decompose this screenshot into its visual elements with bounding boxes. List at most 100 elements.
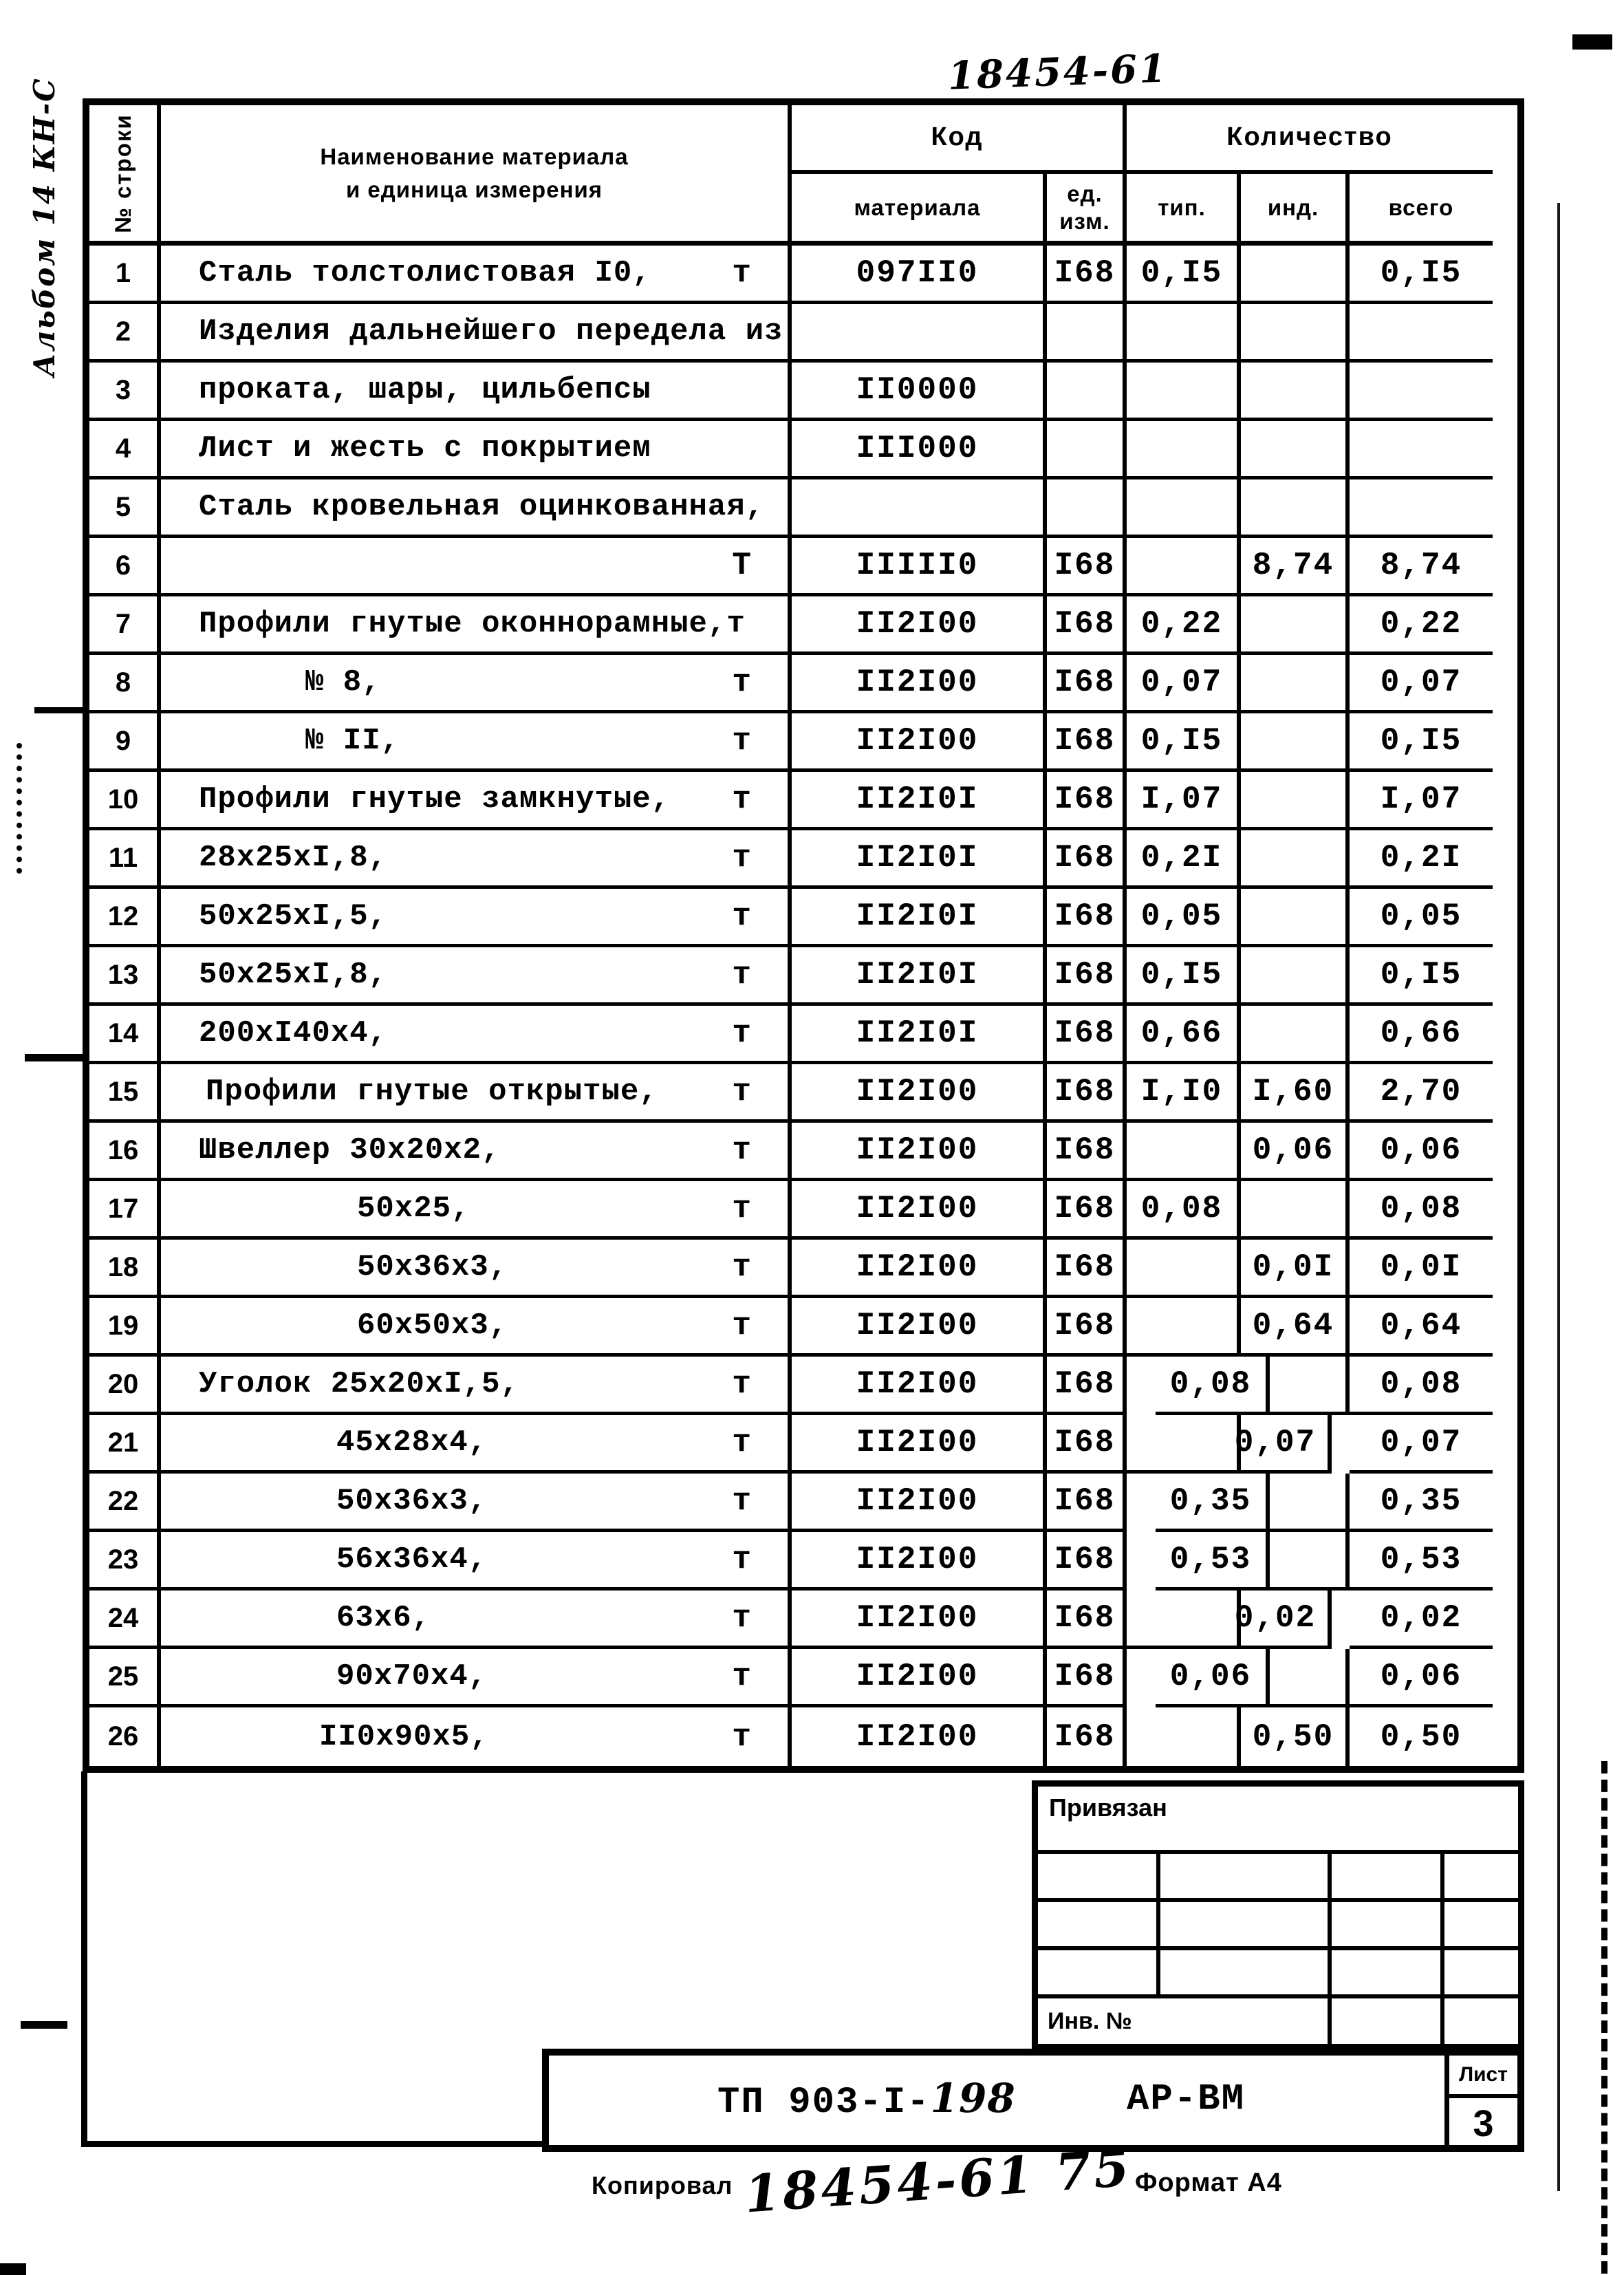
qty-ind-cell	[1241, 655, 1350, 713]
unit-code-cell: I68	[1047, 713, 1127, 772]
unit-code-cell: I68	[1047, 1006, 1127, 1064]
qty-tip-cell	[1127, 304, 1241, 363]
material-code-cell: II2I00	[792, 1064, 1047, 1123]
qty-ind-cell: 0,64	[1241, 1298, 1350, 1357]
row-number: 19	[89, 1298, 161, 1357]
qty-ind-cell	[1241, 479, 1350, 538]
material-code-cell: II2I0I	[792, 772, 1047, 830]
material-code-cell: II2I00	[792, 1357, 1047, 1415]
material-name-cell: 50x25xI,5, т	[161, 889, 792, 947]
qty-ind-cell	[1241, 596, 1350, 655]
qty-total-cell: 0,50	[1380, 1718, 1462, 1755]
unit-code-cell: I68	[1047, 538, 1127, 596]
col-header-unit-line1: ед.	[1067, 180, 1103, 206]
material-unit-label: т	[732, 1308, 752, 1344]
material-unit-label: т	[732, 1483, 752, 1519]
material-code-cell: II2I00	[792, 713, 1047, 772]
qty-tip-cell: 0,08	[1156, 1357, 1270, 1415]
qty-tip-cell: I,I0	[1127, 1064, 1241, 1123]
qty-ind-cell	[1241, 830, 1350, 889]
row-number: 13	[89, 947, 161, 1006]
title-block-cell	[1332, 1950, 1444, 1998]
qty-tip-cell	[1127, 1591, 1241, 1649]
material-unit-label: Т	[732, 548, 752, 583]
material-unit-label: т	[732, 1542, 752, 1577]
handwritten-serial-top: 18454-61	[946, 45, 1169, 99]
material-code-cell: IIIII0	[792, 538, 1047, 596]
material-name-cell: 50x25xI,8, т	[161, 947, 792, 1006]
row-number: 11	[89, 830, 161, 889]
title-block-cell	[1444, 1950, 1518, 1998]
material-name-cell: 45x28x4, т	[161, 1415, 792, 1474]
qty-ind-cell	[1241, 1181, 1350, 1240]
qty-total-cell: 0,06	[1350, 1123, 1493, 1181]
material-unit-label: т	[732, 1132, 752, 1168]
qty-ind-cell	[1241, 1357, 1350, 1415]
doc-code: ТП 903-I-198	[717, 2075, 1016, 2124]
paper-format-label: Формат А4	[1135, 2168, 1282, 2197]
qty-total-cell: 0,05	[1350, 889, 1493, 947]
qty-ind-cell	[1241, 1649, 1350, 1707]
scan-artifact-left-dots	[17, 743, 22, 874]
material-name-cell: Профили гнутые открытые, т	[161, 1064, 792, 1123]
unit-code-cell: I68	[1047, 772, 1127, 830]
material-name-cell: 63x6, т	[161, 1591, 792, 1649]
material-name-cell: 60x50x3, т	[161, 1298, 792, 1357]
row-number: 12	[89, 889, 161, 947]
material-name-text: 200xI40x4,	[199, 1016, 388, 1050]
qty-ind-cell	[1241, 421, 1350, 479]
material-unit-label: т	[732, 1366, 752, 1402]
doc-code-typed: ТП 903-I-	[717, 2082, 931, 2124]
material-name-text: Швеллер 30x20x2,	[199, 1133, 501, 1167]
material-code-cell: 097II0	[792, 246, 1047, 304]
row-number: 22	[89, 1474, 161, 1532]
material-name-text: 50x36x3,	[357, 1250, 508, 1284]
unit-code-cell: I68	[1047, 1181, 1127, 1240]
material-name-cell: 50x36x3, т	[161, 1240, 792, 1298]
unit-code-cell: I68	[1047, 1474, 1127, 1532]
scan-artifact-left-tick-1	[34, 707, 83, 713]
qty-tip-cell: 0,I5	[1127, 947, 1241, 1006]
material-code-cell: III000	[792, 421, 1047, 479]
title-block-cell	[1038, 1950, 1160, 1998]
qty-total-cell: 0,66	[1350, 1006, 1493, 1064]
title-block: Привязан Инв. №	[1032, 1780, 1524, 2050]
unit-code-cell: I68	[1047, 1707, 1127, 1766]
qty-tip-cell	[1127, 479, 1241, 538]
qty-tip-cell: 0,06	[1156, 1649, 1270, 1707]
material-name-cell: 90x70x4, т	[161, 1649, 792, 1707]
title-block-cell	[1160, 1950, 1332, 1998]
col-header-code-group: Код	[792, 105, 1127, 174]
material-name-text: Сталь кровельная оцинкованная,	[199, 490, 765, 524]
col-header-row-number: № строки	[89, 105, 161, 246]
material-name-cell: 200xI40x4, т	[161, 1006, 792, 1064]
qty-total-cell: 0,06	[1350, 1649, 1493, 1707]
material-code-cell: II2I00	[792, 655, 1047, 713]
qty-ind-cell	[1241, 713, 1350, 772]
material-code-cell: II2I00	[792, 1298, 1047, 1357]
qty-tip-cell: 0,35	[1156, 1474, 1270, 1532]
qty-total-cell: 0,07	[1350, 1415, 1493, 1474]
material-name-text: 50x36x3,	[336, 1484, 488, 1518]
material-name-text: Профили гнутые замкнутые,	[199, 782, 671, 817]
material-unit-label: т	[732, 957, 752, 993]
scan-artifact-left-tick-3	[21, 2021, 67, 2029]
material-name-text: Изделия дальнейшего передела из	[199, 314, 783, 349]
material-unit-label: т	[732, 781, 752, 817]
row-number: 7	[89, 596, 161, 655]
col-header-qty-ind: инд.	[1241, 174, 1350, 246]
material-name-text: Сталь толстолистовая I0,	[199, 256, 651, 290]
material-name-text: № II,	[305, 724, 400, 758]
material-name-cell: № 8, т	[161, 655, 792, 713]
qty-total-cell: 0,07	[1350, 655, 1493, 713]
material-name-cell: II0x90x5, т	[161, 1707, 792, 1766]
unit-code-cell: I68	[1047, 1298, 1127, 1357]
qty-tip-cell: 0,07	[1127, 655, 1241, 713]
material-unit-label: т	[732, 723, 752, 759]
material-name-cell: 50x36x3, т	[161, 1474, 792, 1532]
material-unit-label: т	[732, 1718, 752, 1755]
material-name-text: 56x36x4,	[336, 1542, 488, 1577]
qty-ind-cell	[1241, 363, 1350, 421]
material-name-text: 45x28x4,	[336, 1425, 488, 1460]
qty-ind-cell	[1241, 1474, 1350, 1532]
